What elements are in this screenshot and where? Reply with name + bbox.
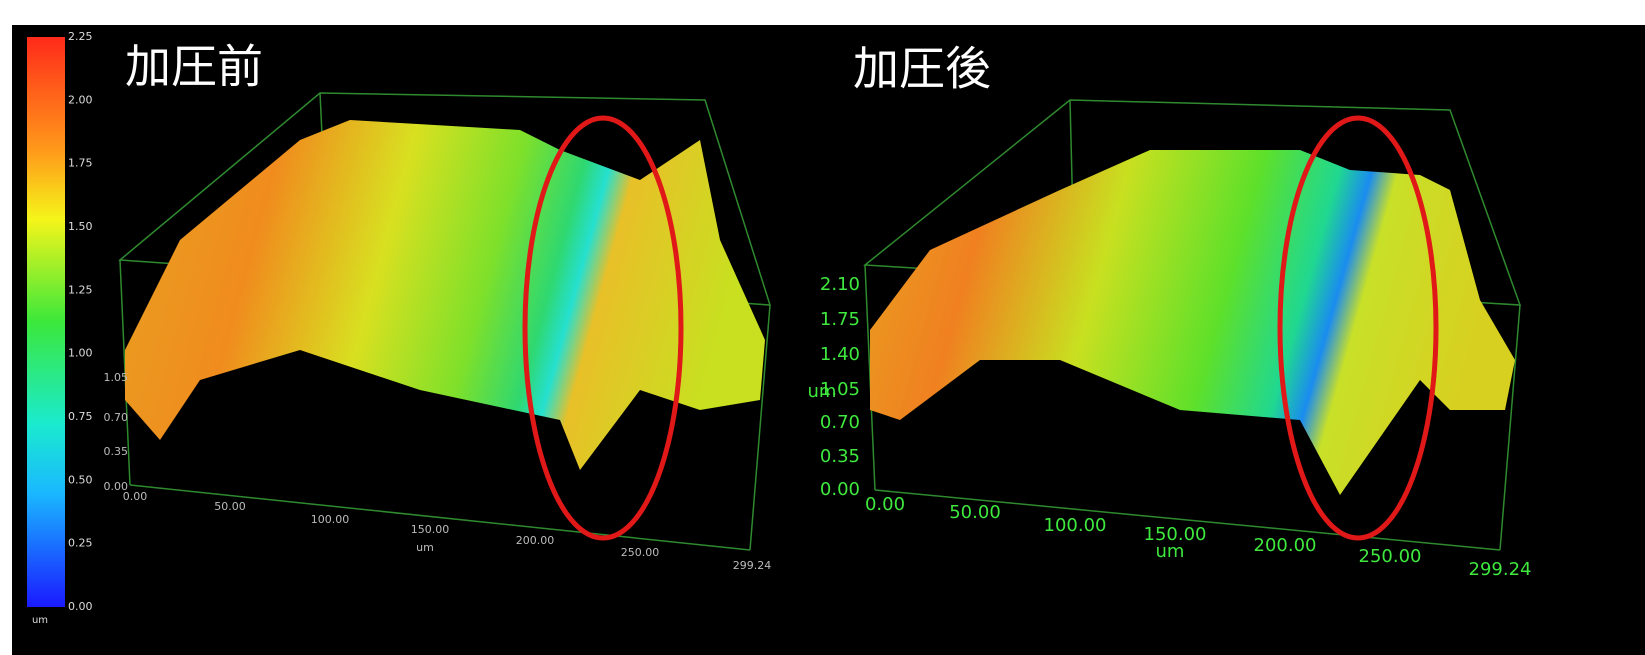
- z-tick-label: 0.35: [820, 446, 860, 467]
- color-bar-tick: 0.50: [68, 473, 93, 486]
- x-tick-label: 100.00: [1044, 515, 1107, 536]
- color-bar-tick: 1.75: [68, 157, 93, 170]
- z-tick-label: 2.10: [820, 274, 860, 295]
- x-tick-label: 150.00: [411, 523, 450, 536]
- color-bar-tick: 1.50: [68, 220, 93, 233]
- z-tick-label: 0.00: [104, 480, 129, 493]
- color-bar-unit: um: [32, 615, 48, 626]
- color-bar-tick: 0.00: [68, 600, 93, 613]
- color-bar-tick: 2.00: [68, 93, 93, 106]
- z-tick-label: 0.70: [104, 411, 129, 424]
- x-tick-label: 0.00: [865, 494, 905, 515]
- x-tick-label: 100.00: [311, 513, 350, 526]
- z-axis-unit: um: [808, 381, 837, 402]
- z-tick-label: 1.05: [104, 371, 129, 384]
- color-bar-tick: 1.25: [68, 283, 93, 296]
- z-tick-label: 1.40: [820, 344, 860, 365]
- color-bar-tick: 0.75: [68, 410, 93, 423]
- x-axis-unit: um: [1156, 541, 1185, 562]
- x-tick-label: 200.00: [516, 534, 555, 547]
- z-tick-label: 0.70: [820, 412, 860, 433]
- color-bar-tick: 0.25: [68, 537, 93, 550]
- x-tick-label: 250.00: [621, 546, 660, 559]
- z-tick-label: 1.75: [820, 309, 860, 330]
- page: 2.25 2.00 1.75 1.50 1.25 1.00 0.75 0.50 0.25 0.00…: [0, 0, 1645, 655]
- z-tick-label: 0.00: [820, 479, 860, 500]
- color-bar-tick: 1.00: [68, 347, 93, 360]
- panel-title: 加圧後: [853, 42, 991, 96]
- x-tick-label: 299.24: [1469, 559, 1532, 580]
- x-tick-label: 200.00: [1254, 535, 1317, 556]
- z-tick-label: 0.35: [104, 445, 129, 458]
- panel-title: 加圧前: [125, 40, 263, 94]
- color-bar: [27, 37, 65, 607]
- x-axis-unit: um: [416, 541, 434, 554]
- x-tick-label: 50.00: [214, 500, 246, 513]
- x-tick-label: 50.00: [949, 502, 1001, 523]
- x-tick-label: 250.00: [1359, 546, 1422, 567]
- figure: 2.25 2.00 1.75 1.50 1.25 1.00 0.75 0.50 0.25 0.00…: [0, 0, 1645, 655]
- x-tick-label: 299.24: [733, 559, 772, 572]
- color-bar-tick: 2.25: [68, 30, 93, 43]
